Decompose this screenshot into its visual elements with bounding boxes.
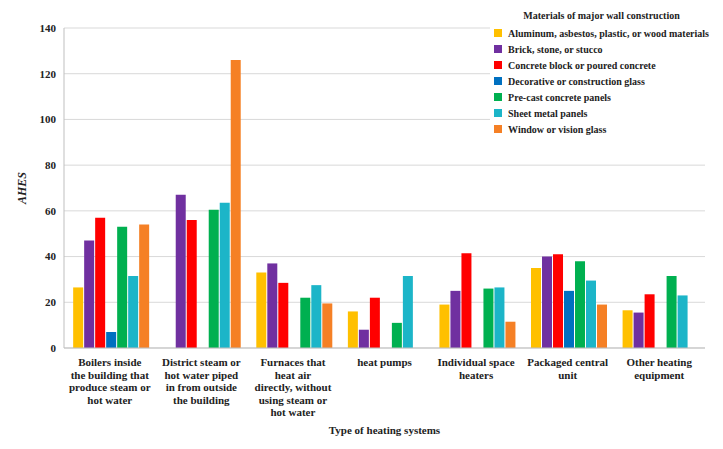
svg-text:Packaged centralunit: Packaged centralunit [527, 356, 608, 381]
svg-text:120: 120 [40, 68, 57, 80]
html-text:Decorative or construction gla: Decorative or construction glass [508, 75, 645, 87]
html-text:Window or vision glass: Window or vision glass [508, 123, 607, 135]
svg-text:Individual spaceheaters: Individual spaceheaters [437, 356, 514, 381]
html-text:Aluminum, asbestos, plastic, o: Aluminum, asbestos, plastic, or wood mat… [508, 27, 709, 39]
svg-text:Type of heating systems: Type of heating systems [329, 424, 441, 436]
html-text:Sheet metal panels: Sheet metal panels [508, 107, 588, 119]
svg-text:Other heatingequipment: Other heatingequipment [626, 356, 692, 381]
html-text:Pre-cast concrete panels: Pre-cast concrete panels [508, 91, 611, 103]
svg-text:District steam orhot water pip: District steam orhot water pipedin from … [162, 356, 241, 406]
html-text:Brick, stone, or stucco: Brick, stone, or stucco [508, 43, 603, 55]
svg-text:20: 20 [45, 296, 57, 308]
html-text:Materials of major wall constr: Materials of major wall construction [523, 10, 680, 21]
svg-text:100: 100 [40, 113, 57, 125]
svg-text:AHES: AHES [15, 172, 29, 205]
svg-text:40: 40 [45, 250, 57, 262]
svg-text:Furnaces thatheat airdirectly,: Furnaces thatheat airdirectly, withoutus… [255, 356, 332, 418]
html-text:Concrete block or poured concr: Concrete block or poured concrete [508, 59, 656, 71]
svg-text:140: 140 [40, 22, 57, 34]
svg-text:heat pumps: heat pumps [357, 356, 412, 368]
svg-text:Boilers insidethe building tha: Boilers insidethe building thatproduce s… [69, 356, 151, 406]
svg-text:0: 0 [51, 342, 57, 354]
svg-text:60: 60 [45, 205, 57, 217]
svg-text:80: 80 [45, 159, 57, 171]
